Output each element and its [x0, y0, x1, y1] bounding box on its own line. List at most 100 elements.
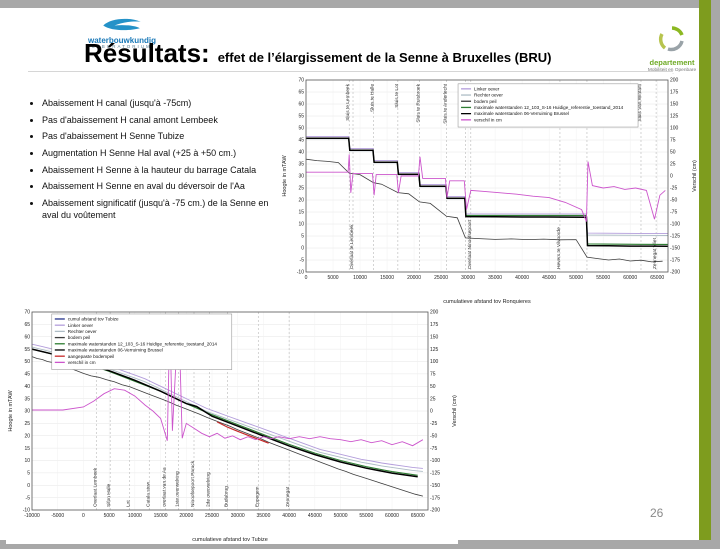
legend-label: bodem peil	[68, 335, 90, 340]
ytick-left: 0	[301, 246, 304, 252]
annotation-label: Catala stuw	[145, 481, 151, 507]
ytick-left: 10	[24, 458, 30, 464]
legend-label: maximale waterstanden 06-Verruiming Brus…	[474, 111, 569, 116]
annotation-label: Zennegat Vliet	[652, 237, 658, 269]
ytick-right: -100	[670, 222, 680, 228]
ytick-left: 65	[24, 322, 30, 328]
annotation-label: Sluis te Anderlecht	[442, 83, 448, 123]
xtick: 10000	[353, 275, 367, 281]
bullet-item: Abaissement significatif (jusqu'à -75 cm…	[42, 198, 280, 221]
ytick-left: 65	[298, 90, 304, 96]
xtick: 15000	[154, 513, 168, 519]
legend-label: maximale waterstanden 06-Verruiming Brus…	[68, 348, 163, 353]
xtick: 0	[82, 513, 85, 519]
ytick-right: 75	[430, 372, 436, 378]
accent-bar	[699, 0, 711, 540]
ytick-left: 25	[298, 186, 304, 192]
xtick: 20000	[407, 275, 421, 281]
annotation-label: Overlaat Lembeek	[92, 467, 98, 507]
bullet-item: Augmentation H Senne Hal aval (+25 à +50…	[42, 148, 280, 160]
series-bodem-peil	[305, 158, 663, 263]
annotation-label: Sluis te Ruisbroek	[415, 83, 421, 122]
xtick: 60000	[385, 513, 399, 519]
senne-chart: Overlaat Lembeek Sifon Halle Lot Catala stu…	[6, 306, 458, 544]
annotation-label: Overlaat te Lembeek	[349, 224, 355, 269]
ytick-left: 30	[298, 174, 304, 180]
ytick-left: 55	[298, 114, 304, 120]
x-axis-label: cumulatieve afstand tov Ronquieres	[443, 299, 531, 305]
xtick: 35000	[256, 513, 270, 519]
ytick-left: -10	[23, 508, 30, 514]
ytick-left: 0	[27, 483, 30, 489]
ytick-left: 15	[298, 210, 304, 216]
xtick: 30000	[231, 513, 245, 519]
plot-frame	[31, 311, 429, 511]
ytick-right: -50	[430, 433, 437, 439]
title-bar: Résultats: effet de l’élargissement de l…	[84, 38, 551, 69]
title-divider	[28, 71, 673, 72]
ytick-left: 20	[24, 433, 30, 439]
annotation-label: Eppegem	[254, 486, 260, 507]
annotation-label: 2de overwelving	[205, 472, 211, 507]
annotation-label: overlaat van de Aa	[162, 467, 168, 507]
ytick-left: 50	[24, 359, 30, 365]
series-bodem-peil	[31, 356, 423, 497]
y-axis-label-left: Hoogte in mTAW	[282, 155, 288, 197]
annotation-label: Zennegat	[285, 486, 291, 507]
xtick: 40000	[282, 513, 296, 519]
slide: waterbouwkundig LABORATORIUM Résultats: …	[0, 8, 699, 544]
legend-label: Linker oever	[474, 86, 500, 91]
ytick-left: 60	[298, 102, 304, 108]
bullet-list: Abaissement H canal (jusqu'à -75cm) Pas d…	[28, 98, 280, 227]
xtick: 30000	[461, 275, 475, 281]
xtick: 60000	[623, 275, 637, 281]
ytick-left: 70	[24, 310, 30, 316]
series-verschil-in-cm	[306, 154, 666, 222]
ytick-left: 45	[24, 372, 30, 378]
y-axis-label-left: Hoogte in mTAW	[8, 390, 14, 432]
ytick-right: -200	[670, 270, 680, 276]
annotation-label: Sifon Halle	[106, 483, 112, 507]
logo-right-line1: departement	[649, 58, 695, 68]
canal-chart: Sluis te Lembeek Sluis te Halle Sluis te L…	[280, 74, 698, 306]
xtick: 50000	[334, 513, 348, 519]
waterbouwkundig-logo-icon	[103, 18, 141, 31]
legend-label: maximale waterstanden 12_103_S-16 Huidig…	[68, 341, 218, 346]
ytick-left: 10	[298, 222, 304, 228]
ytick-left: -5	[26, 495, 31, 501]
xtick: 35000	[488, 275, 502, 281]
ytick-left: 25	[24, 421, 30, 427]
ytick-left: 20	[298, 198, 304, 204]
annotation-label: Ninoofsepoort Paruck	[190, 460, 196, 507]
bullet-item: Abaissement H Senne à la hauteur du barr…	[42, 165, 280, 177]
ytick-right: 100	[670, 126, 679, 132]
ytick-right: -25	[430, 421, 437, 427]
ytick-left: 40	[298, 150, 304, 156]
annotation-label: Sluis Van Wintam	[637, 84, 643, 122]
ytick-left: 35	[24, 396, 30, 402]
ytick-right: 25	[430, 396, 436, 402]
ytick-right: -175	[670, 258, 680, 264]
ytick-left: 5	[27, 471, 30, 477]
ytick-left: 70	[298, 78, 304, 84]
ytick-right: -125	[430, 471, 440, 477]
ytick-right: 200	[430, 310, 439, 316]
legend-label: verschil in cm	[474, 117, 502, 122]
canal-chart-canvas: Sluis te Lembeek Sluis te Halle Sluis te L…	[280, 74, 698, 306]
ytick-left: 60	[24, 334, 30, 340]
ytick-right: -75	[670, 210, 677, 216]
legend-box	[51, 313, 233, 370]
ytick-right: 150	[670, 102, 679, 108]
ytick-right: -150	[430, 483, 440, 489]
xtick: 15000	[380, 275, 394, 281]
xtick: 55000	[359, 513, 373, 519]
annotation-label: Budabrug	[223, 486, 229, 507]
legend-label: maximale waterstanden 12_103_S-16 Huidig…	[474, 105, 624, 110]
ytick-right: -50	[670, 198, 677, 204]
y-axis-label-right: Verschil (cm)	[692, 160, 698, 192]
ytick-right: -75	[430, 446, 437, 452]
annotation-label: Sluis te Halle	[370, 84, 376, 112]
xtick: 55000	[596, 275, 610, 281]
logo-left-line2: LABORATORIUM	[92, 44, 152, 50]
ytick-right: -125	[670, 234, 680, 240]
